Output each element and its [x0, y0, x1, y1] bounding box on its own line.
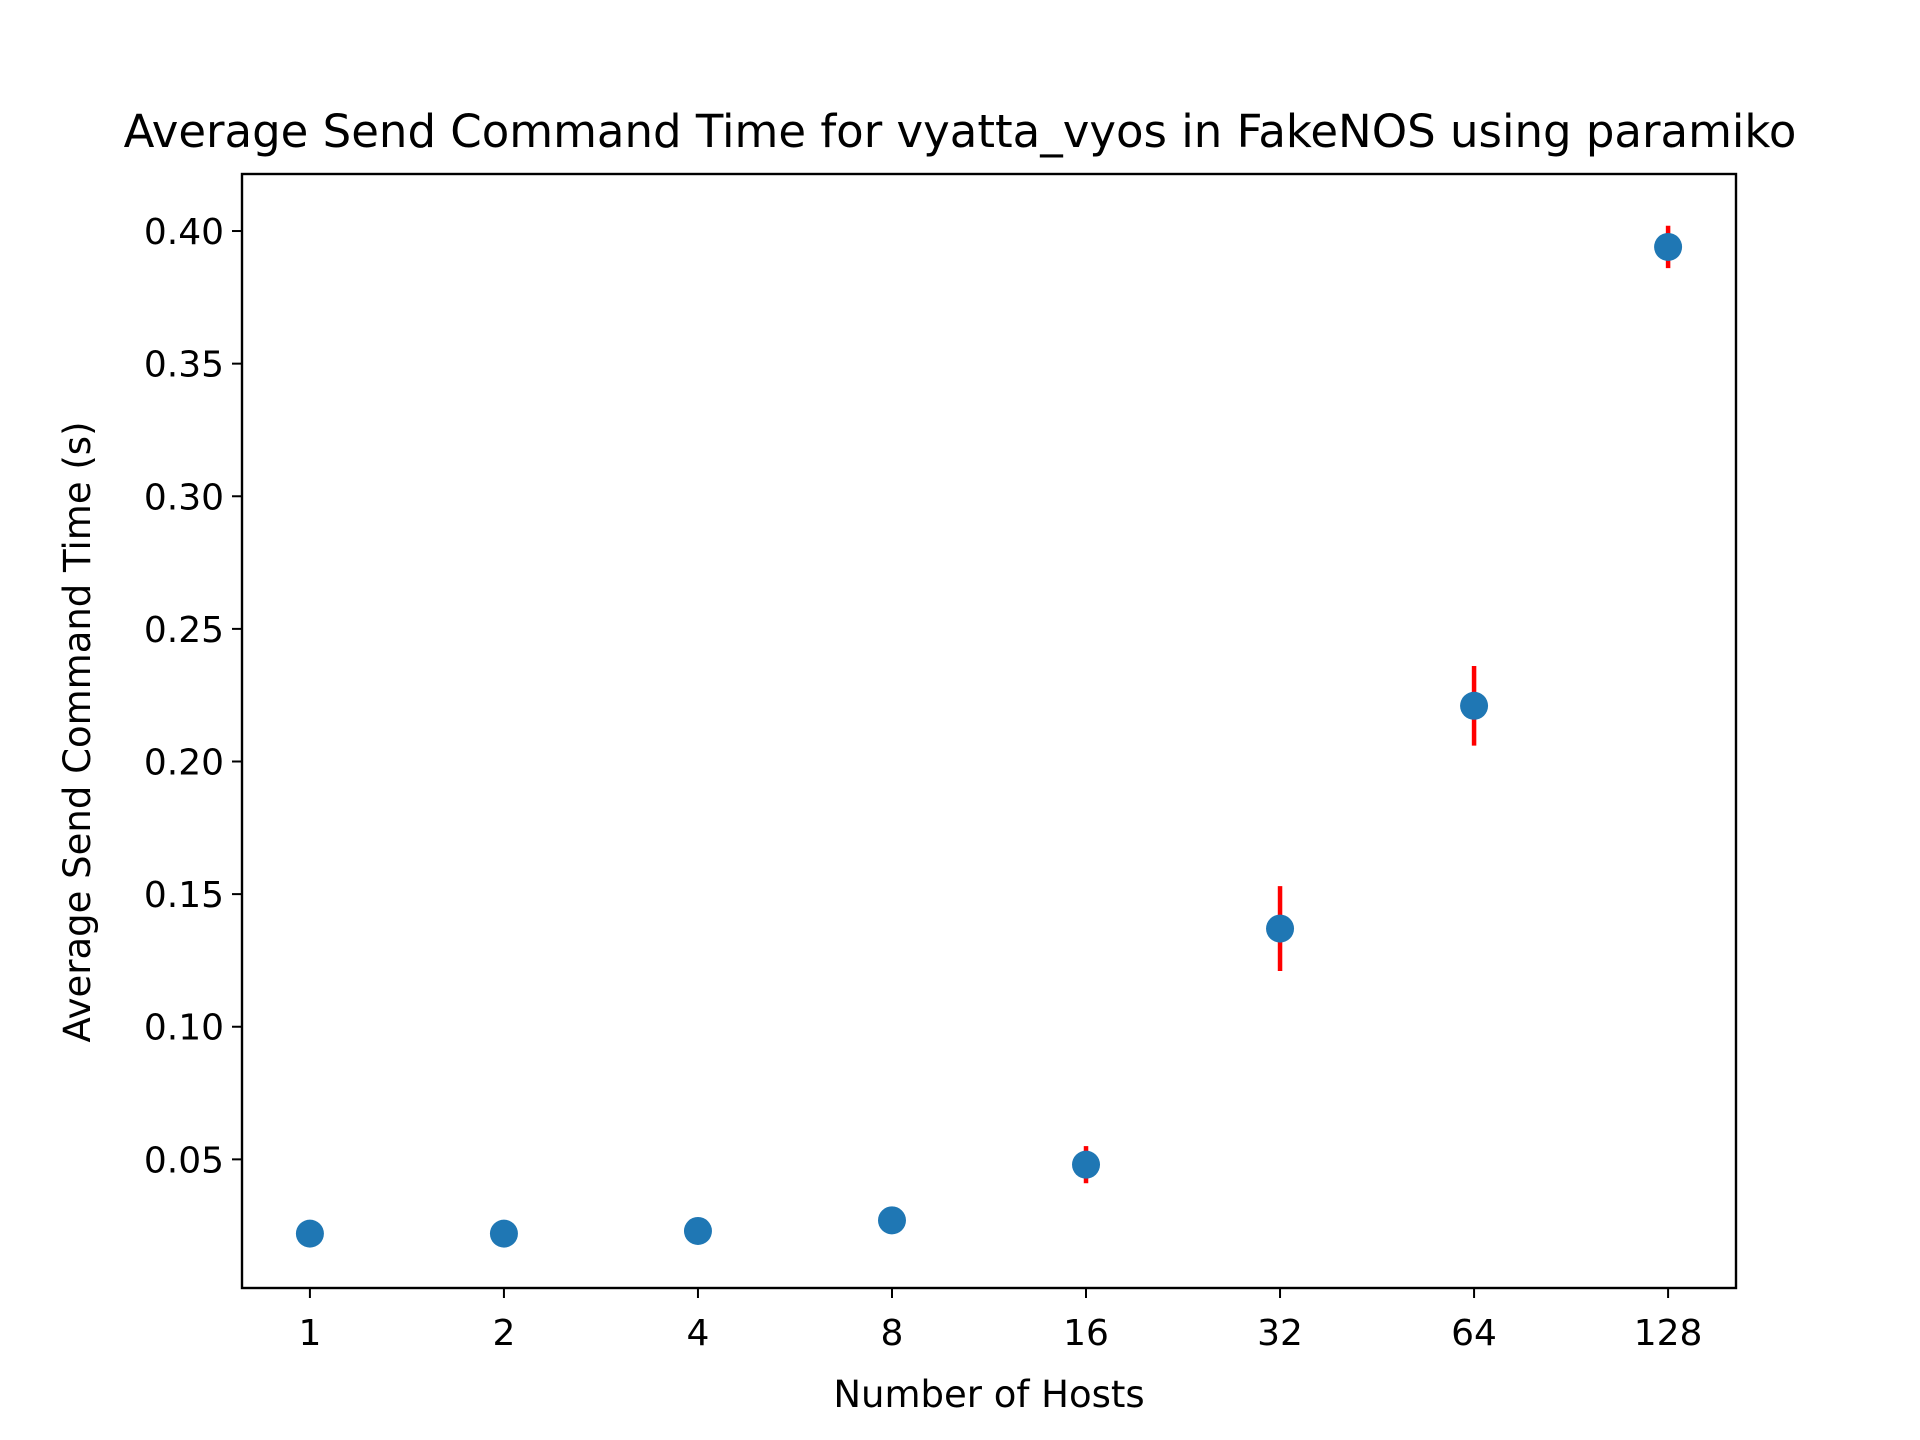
- y-tick-label: 0.15: [144, 875, 224, 916]
- data-point: [1460, 691, 1489, 720]
- data-point: [1266, 914, 1295, 943]
- y-tick-label: 0.35: [144, 345, 224, 386]
- y-tick-label: 0.25: [144, 610, 224, 651]
- x-tick-label: 2: [492, 1313, 515, 1354]
- data-point: [683, 1216, 712, 1245]
- data-point: [1072, 1150, 1101, 1179]
- data-points: [295, 232, 1683, 1248]
- x-tick-label: 32: [1257, 1313, 1303, 1354]
- x-tick-label: 4: [687, 1313, 710, 1354]
- x-axis-ticks: 1 2 4 8 16 32 64 128: [298, 1288, 1702, 1354]
- data-point: [877, 1206, 906, 1235]
- y-tick-label: 0.05: [144, 1140, 224, 1181]
- y-tick-label: 0.40: [144, 212, 224, 253]
- error-bars: [307, 225, 1671, 1237]
- y-tick-label: 0.30: [144, 477, 224, 518]
- data-point: [295, 1219, 324, 1248]
- x-tick-label: 1: [298, 1313, 321, 1354]
- x-axis-label: Number of Hosts: [833, 1373, 1144, 1416]
- plot-area-frame: [240, 172, 1738, 1290]
- y-axis-label: Average Send Command Time (s): [56, 421, 99, 1042]
- x-tick-label: 128: [1634, 1313, 1703, 1354]
- x-tick-label: 64: [1451, 1313, 1497, 1354]
- y-axis-ticks: 0.05 0.10 0.15 0.20 0.25 0.30 0.35 0.40: [144, 212, 242, 1181]
- data-point: [489, 1219, 518, 1248]
- y-tick-label: 0.10: [144, 1008, 224, 1049]
- y-tick-label: 0.20: [144, 743, 224, 784]
- chart-title: Average Send Command Time for vyatta_vyo…: [124, 105, 1797, 158]
- x-tick-label: 8: [881, 1313, 904, 1354]
- x-tick-label: 16: [1063, 1313, 1109, 1354]
- data-point: [1654, 232, 1683, 261]
